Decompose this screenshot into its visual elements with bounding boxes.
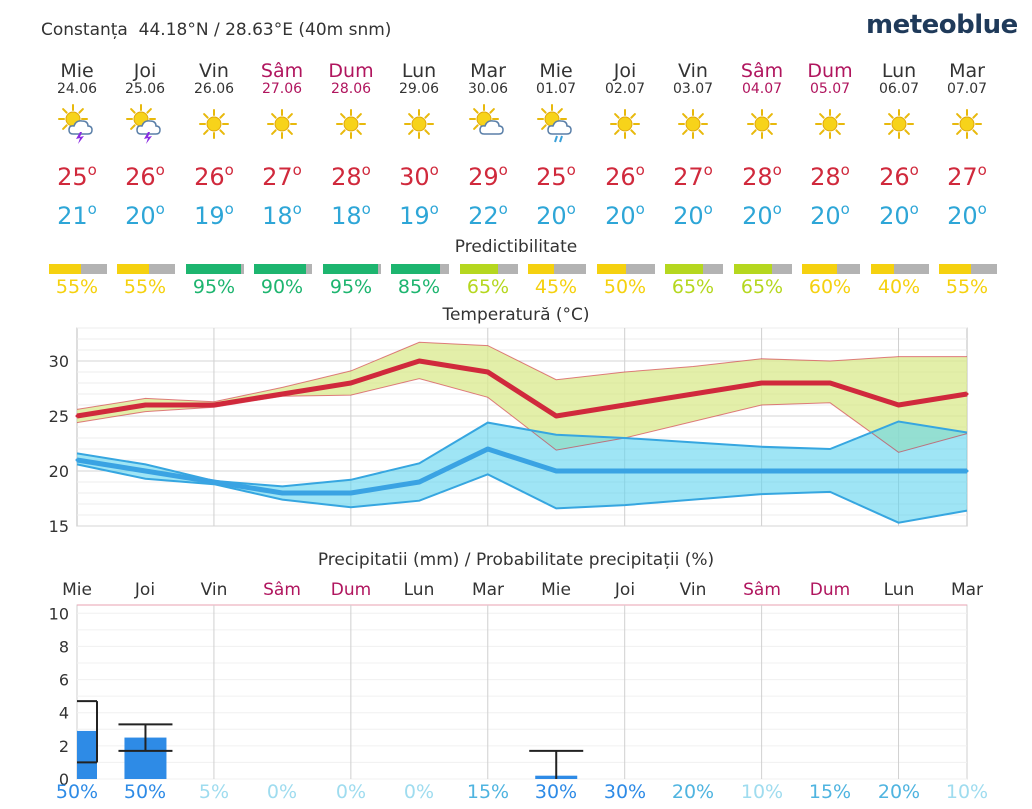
min-temperature-point (692, 470, 695, 473)
max-temperature-point (623, 404, 626, 407)
precipitation-tick-label: 8 (59, 637, 69, 656)
min-temperature-point (966, 470, 969, 473)
min-temperature-point (897, 470, 900, 473)
precipitation-tick-label: 2 (59, 737, 69, 756)
min-temperature-point (281, 492, 284, 495)
precip-probability: 30% (522, 781, 590, 803)
min-temperature-point (760, 470, 763, 473)
min-temperature-point (349, 492, 352, 495)
precip-day-label: Dum (796, 580, 864, 600)
temperature-tick-label: 20 (49, 462, 69, 481)
max-temperature-point (418, 360, 421, 363)
max-temperature-point (897, 404, 900, 407)
precip-probability: 15% (796, 781, 864, 803)
precip-probability: 0% (248, 781, 316, 803)
precipitation-tick-label: 10 (49, 604, 69, 623)
precip-probability: 10% (933, 781, 1001, 803)
precip-probability: 0% (317, 781, 385, 803)
precip-day-label: Lun (865, 580, 933, 600)
precipitation-plot-area (77, 605, 967, 779)
max-temperature-point (212, 404, 215, 407)
max-temperature-point (829, 382, 832, 385)
min-temperature-point (212, 481, 215, 484)
precip-probability: 30% (591, 781, 659, 803)
precip-day-label: Dum (317, 580, 385, 600)
precip-probability: 0% (385, 781, 453, 803)
precip-day-label: Joi (111, 580, 179, 600)
precip-day-label: Mar (454, 580, 522, 600)
max-temperature-point (760, 382, 763, 385)
precip-probability: 20% (865, 781, 933, 803)
max-temperature-point (281, 393, 284, 396)
precip-day-label: Vin (659, 580, 727, 600)
precip-day-label: Sâm (248, 580, 316, 600)
precip-day-label: Mie (522, 580, 590, 600)
precipitation-tick-label: 6 (59, 671, 69, 690)
precip-probability: 10% (728, 781, 796, 803)
precip-day-label: Joi (591, 580, 659, 600)
precip-day-label: Mar (933, 580, 1001, 600)
temperature-tick-label: 25 (49, 407, 69, 426)
max-temperature-point (555, 415, 558, 418)
min-temperature-point (623, 470, 626, 473)
max-temperature-point (144, 404, 147, 407)
min-temperature-point (418, 481, 421, 484)
max-temperature-point (966, 393, 969, 396)
precip-day-label: Lun (385, 580, 453, 600)
min-temperature-point (486, 448, 489, 451)
precipitation-bar (77, 731, 97, 779)
precip-probability: 50% (43, 781, 111, 803)
min-temperature-point (829, 470, 832, 473)
min-temperature-point (76, 459, 79, 462)
precipitation-chart-title: Precipitatii (mm) / Probabilitate precip… (0, 550, 1032, 570)
precip-probability: 50% (111, 781, 179, 803)
precip-day-label: Sâm (728, 580, 796, 600)
min-temperature-point (144, 470, 147, 473)
max-temperature-point (692, 393, 695, 396)
temperature-tick-label: 30 (49, 352, 69, 371)
max-temperature-point (486, 371, 489, 374)
precip-probability: 15% (454, 781, 522, 803)
precip-probability: 5% (180, 781, 248, 803)
precipitation-tick-label: 4 (59, 704, 69, 723)
precip-day-label: Mie (43, 580, 111, 600)
precip-probability: 20% (659, 781, 727, 803)
precip-day-label: Vin (180, 580, 248, 600)
max-temperature-point (349, 382, 352, 385)
min-temperature-point (555, 470, 558, 473)
max-temperature-point (76, 415, 79, 418)
temperature-tick-label: 15 (49, 517, 69, 536)
